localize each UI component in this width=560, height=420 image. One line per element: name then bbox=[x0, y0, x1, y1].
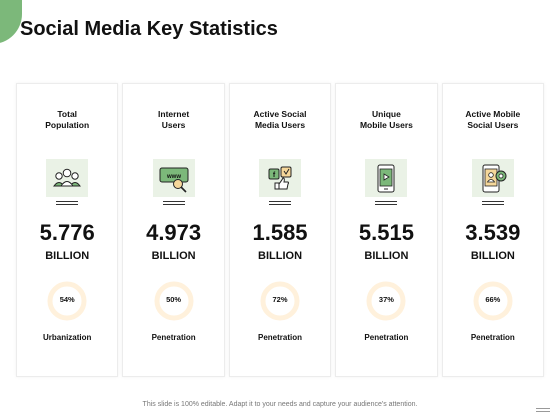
panel-label: Internet Users bbox=[158, 109, 190, 130]
metric-label: Penetration bbox=[364, 333, 409, 342]
mobile-user-icon bbox=[471, 159, 514, 197]
percent-label: 50% bbox=[166, 295, 182, 304]
icon-divider bbox=[56, 201, 79, 205]
percent-donut: 54% bbox=[46, 280, 88, 322]
icon-divider bbox=[375, 201, 398, 205]
panel-label: Total Population bbox=[45, 109, 90, 130]
menu-lines-icon bbox=[536, 408, 550, 414]
stat-panel-active-social-media-users: Active Social Media Users f 1.585 BILLIO… bbox=[228, 83, 332, 377]
percent-donut: 37% bbox=[365, 280, 407, 322]
stat-unit: BILLION bbox=[151, 250, 196, 262]
stat-value: 3.539 bbox=[465, 220, 521, 245]
metric-label: Penetration bbox=[470, 333, 515, 342]
social-like-icon: f bbox=[259, 159, 302, 197]
corner-decoration bbox=[0, 0, 22, 44]
percent-label: 37% bbox=[378, 295, 394, 304]
svg-text:www: www bbox=[166, 174, 181, 180]
stat-panel-internet-users: Internet Users www 4.973 BILLION 50% Pen… bbox=[122, 83, 225, 377]
metric-label: Urbanization bbox=[42, 333, 92, 342]
percent-donut: 72% bbox=[259, 280, 301, 322]
panel-label: Active Mobile Social Users bbox=[465, 109, 521, 130]
page-title: Social Media Key Statistics bbox=[20, 18, 278, 40]
stat-panel-total-population: Total Population 5.776 BILLION 54% Urban… bbox=[16, 83, 119, 377]
mobile-play-icon bbox=[365, 159, 408, 197]
www-search-icon: www bbox=[152, 159, 195, 197]
stat-panel-active-mobile-social-users: Active Mobile Social Users 3.539 BILLION… bbox=[441, 83, 545, 377]
statistics-panels: Total Population 5.776 BILLION 54% Urban… bbox=[16, 83, 545, 377]
metric-label: Penetration bbox=[258, 333, 303, 342]
stat-unit: BILLION bbox=[258, 250, 303, 262]
percent-donut: 50% bbox=[153, 280, 195, 322]
people-group-icon bbox=[46, 159, 89, 197]
icon-divider bbox=[162, 201, 185, 205]
percent-donut: 66% bbox=[472, 280, 514, 322]
stat-unit: BILLION bbox=[45, 250, 90, 262]
stat-value: 5.515 bbox=[358, 220, 414, 245]
stat-value: 4.973 bbox=[146, 220, 202, 245]
panel-label: Active Social Media Users bbox=[253, 109, 307, 130]
percent-label: 66% bbox=[485, 295, 501, 304]
icon-divider bbox=[481, 201, 504, 205]
stat-value: 5.776 bbox=[39, 220, 95, 245]
stat-unit: BILLION bbox=[364, 250, 409, 262]
panel-label: Unique Mobile Users bbox=[359, 109, 413, 130]
metric-label: Penetration bbox=[151, 333, 196, 342]
percent-label: 54% bbox=[59, 295, 75, 304]
stat-unit: BILLION bbox=[470, 250, 515, 262]
icon-divider bbox=[269, 201, 292, 205]
svg-text:f: f bbox=[273, 172, 276, 179]
footer-note: This slide is 100% editable. Adapt it to… bbox=[142, 401, 418, 408]
percent-label: 72% bbox=[272, 295, 288, 304]
stat-value: 1.585 bbox=[252, 220, 308, 245]
stat-panel-unique-mobile-users: Unique Mobile Users 5.515 BILLION 37% Pe… bbox=[335, 83, 438, 377]
